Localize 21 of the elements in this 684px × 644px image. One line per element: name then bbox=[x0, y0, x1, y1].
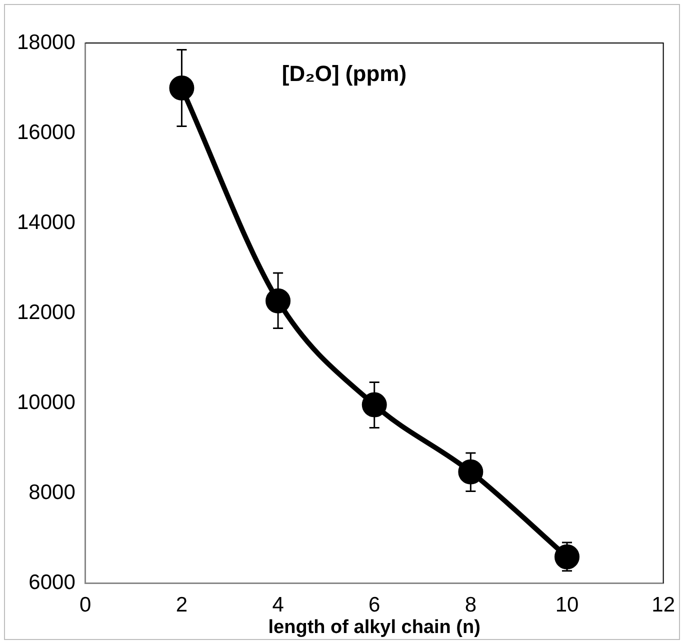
x-tick-label: 6 bbox=[368, 593, 380, 616]
y-tick-label: 14000 bbox=[16, 210, 76, 234]
y-tick-label: 12000 bbox=[16, 300, 76, 324]
x-tick-label: 0 bbox=[80, 593, 92, 616]
x-tick-label: 10 bbox=[555, 593, 579, 616]
x-tick-label: 2 bbox=[176, 593, 188, 616]
point bbox=[266, 288, 291, 314]
point bbox=[362, 392, 387, 418]
text: [D₂O] (ppm) bbox=[282, 61, 407, 86]
y-tick-label: 8000 bbox=[28, 480, 76, 504]
x-tick-label: 12 bbox=[652, 593, 675, 616]
y-tick-label: 18000 bbox=[16, 30, 76, 54]
y-tick-label: 16000 bbox=[16, 120, 76, 144]
x-axis-title: length of alkyl chain (n) bbox=[268, 616, 480, 638]
x-tick-label: 8 bbox=[464, 593, 477, 616]
point bbox=[458, 459, 484, 484]
point bbox=[169, 76, 194, 100]
y-tick-label: 10000 bbox=[16, 390, 76, 414]
point bbox=[554, 544, 580, 570]
x-tick-label: 4 bbox=[272, 593, 284, 616]
y-tick-label: 6000 bbox=[28, 570, 76, 594]
